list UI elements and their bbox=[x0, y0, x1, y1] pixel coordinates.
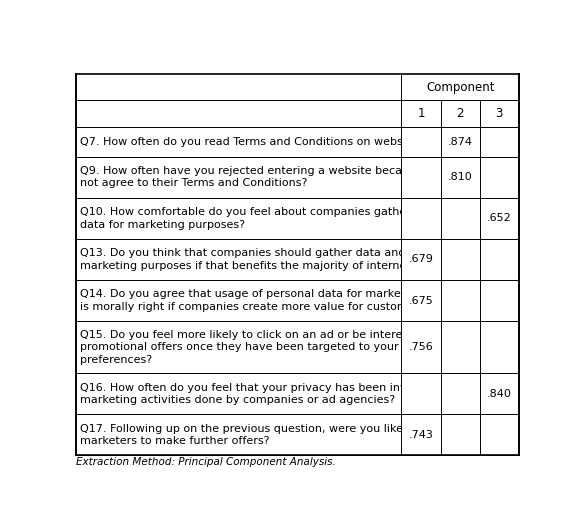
Text: .756: .756 bbox=[409, 342, 434, 352]
Text: Q13. Do you think that companies should gather data and use it for
marketing pur: Q13. Do you think that companies should … bbox=[80, 249, 459, 271]
Text: Q9. How often have you rejected entering a website because you did
not agree to : Q9. How often have you rejected entering… bbox=[80, 166, 467, 189]
Text: Q15. Do you feel more likely to click on an ad or be interested in
promotional o: Q15. Do you feel more likely to click on… bbox=[80, 330, 445, 365]
Text: Extraction Method: Principal Component Analysis.: Extraction Method: Principal Component A… bbox=[76, 457, 336, 467]
Text: 1: 1 bbox=[417, 107, 425, 120]
Text: .652: .652 bbox=[487, 213, 512, 224]
Text: Q14. Do you agree that usage of personal data for marketing purposes
is morally : Q14. Do you agree that usage of personal… bbox=[80, 289, 477, 312]
Text: .675: .675 bbox=[409, 296, 434, 305]
Text: 2: 2 bbox=[456, 107, 464, 120]
Text: Q7. How often do you read Terms and Conditions on websites?: Q7. How often do you read Terms and Cond… bbox=[80, 136, 429, 147]
Text: 3: 3 bbox=[496, 107, 503, 120]
Text: .874: .874 bbox=[448, 136, 472, 147]
Text: Q10. How comfortable do you feel about companies gathering your
data for marketi: Q10. How comfortable do you feel about c… bbox=[80, 207, 457, 229]
Text: .840: .840 bbox=[487, 389, 512, 399]
Text: Component: Component bbox=[426, 81, 494, 93]
Text: .679: .679 bbox=[409, 254, 434, 264]
Text: Q17. Following up on the previous question, were you likely to allow
marketers t: Q17. Following up on the previous questi… bbox=[80, 424, 460, 446]
Text: Q16. How often do you feel that your privacy has been invaded by
marketing activ: Q16. How often do you feel that your pri… bbox=[80, 382, 452, 405]
Text: .743: .743 bbox=[409, 430, 434, 440]
Text: .810: .810 bbox=[448, 172, 472, 182]
